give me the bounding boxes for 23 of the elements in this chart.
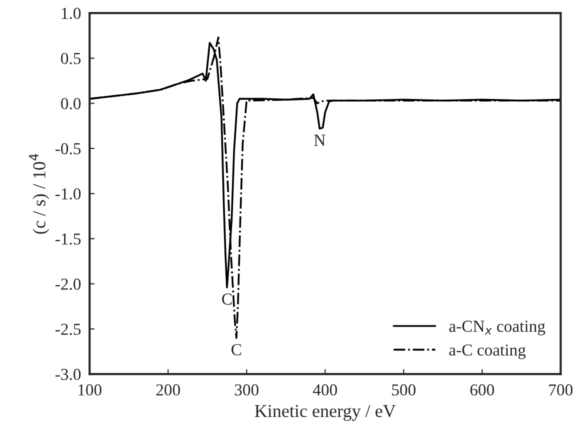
- annotation: C: [222, 294, 232, 305]
- y-tick-label: -1.0: [55, 188, 81, 200]
- x-tick-label: 100: [78, 384, 102, 396]
- legend-label: a-CN$_{x}$ coating: [449, 320, 546, 336]
- y-tick-label: -3.0: [55, 368, 81, 380]
- y-tick-label: 1.0: [62, 8, 81, 20]
- y-tick-label: -1.5: [55, 233, 81, 245]
- y-axis-title: (c / s) / 10$^{4}$: [29, 154, 50, 234]
- x-tick-label: 600: [470, 384, 494, 396]
- y-tick-label: 0.5: [61, 52, 81, 64]
- y-tick-label: 0.0: [61, 98, 81, 110]
- x-tick-label: 500: [392, 384, 416, 396]
- y-tick-label: -2.0: [55, 278, 81, 290]
- annotation: N: [314, 134, 326, 146]
- y-tick-label: -2.5: [55, 324, 81, 335]
- annotation: C: [232, 344, 242, 356]
- x-tick-label: 400: [312, 384, 337, 396]
- y-tick-label: -0.5: [55, 143, 81, 154]
- x-tick-label: 300: [234, 384, 258, 396]
- legend-label: a-C coating: [449, 344, 526, 360]
- x-tick-label: 700: [549, 384, 573, 396]
- x-axis-title: Kinetic energy / eV: [254, 405, 396, 421]
- x-tick-label: 200: [156, 384, 180, 396]
